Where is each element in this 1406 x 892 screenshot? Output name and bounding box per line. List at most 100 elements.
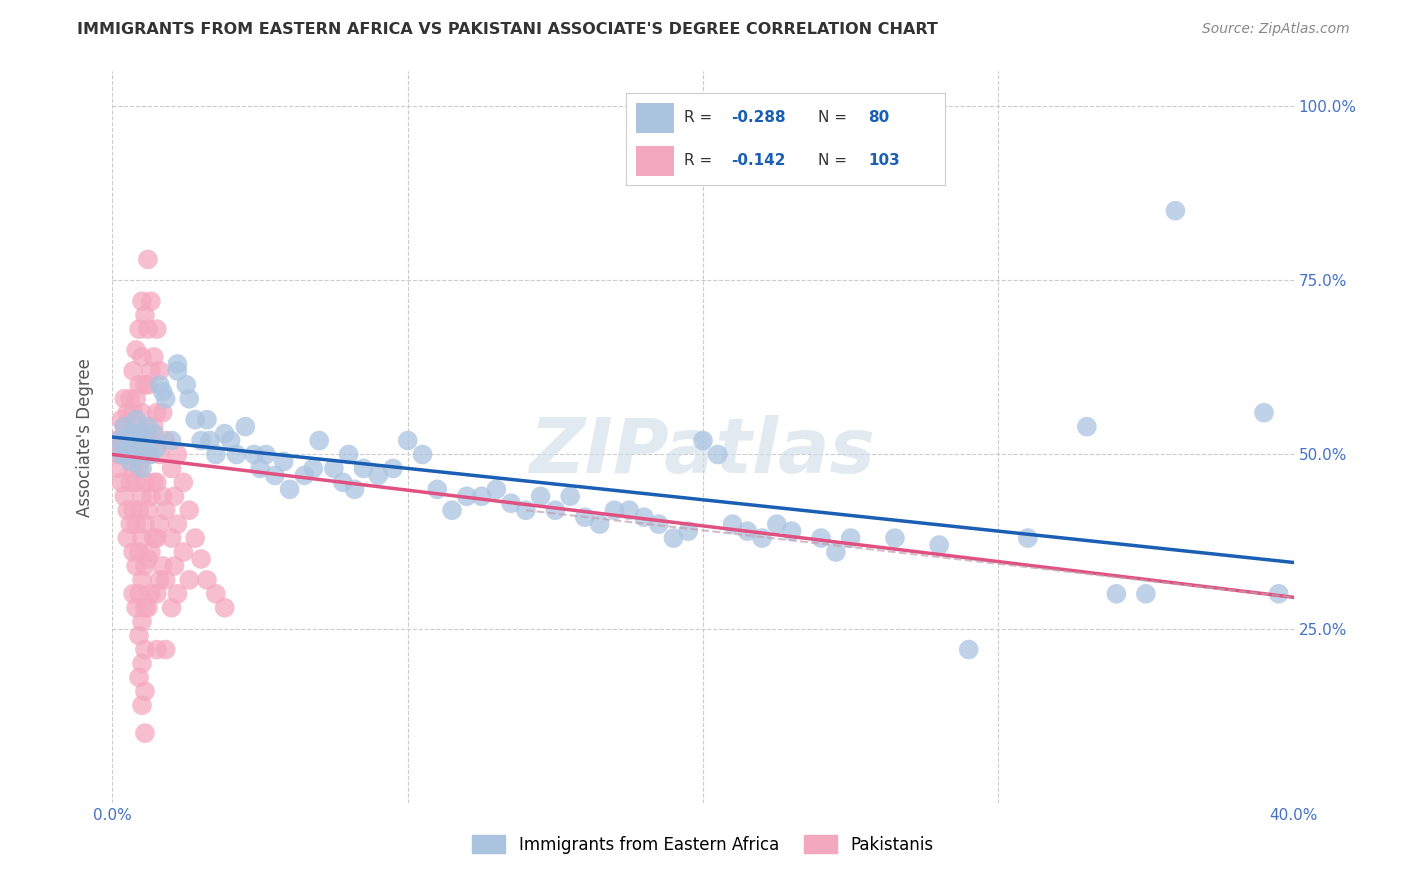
Point [131,489,153,503]
Point [149,573,172,587]
Point [529,489,551,503]
Point [441,503,464,517]
Point [195,573,218,587]
Point [149,448,172,462]
Point [117,503,138,517]
Point [110,475,132,490]
Point [146,475,169,490]
Point [155,573,177,587]
Point [125,392,148,406]
Point [120,454,142,468]
Point [155,642,177,657]
Point [884,531,907,545]
Point [1105,587,1128,601]
Point [957,642,980,657]
Point [139,545,162,559]
Text: ZIPatlas: ZIPatlas [530,415,876,489]
Point [146,587,169,601]
Point [332,475,354,490]
Y-axis label: Associate's Degree: Associate's Degree [76,358,94,516]
Point [131,448,153,462]
Point [1253,406,1275,420]
Point [456,489,478,503]
Point [142,426,165,441]
Point [574,510,596,524]
Point [515,503,537,517]
Point [125,448,148,462]
Point [142,419,165,434]
Point [107,448,129,462]
Point [163,489,186,503]
Point [110,434,132,448]
Point [662,531,685,545]
Legend: Immigrants from Eastern Africa, Pakistanis: Immigrants from Eastern Africa, Pakistan… [465,829,941,860]
Point [128,587,150,601]
Point [485,483,508,497]
Point [214,600,236,615]
Point [128,545,150,559]
Point [128,419,150,434]
Point [136,552,159,566]
Point [647,517,671,532]
Point [254,448,277,462]
Point [134,684,156,698]
Point [243,448,266,462]
Point [134,517,156,532]
Point [139,294,162,309]
Point [142,350,165,364]
Point [120,426,142,441]
Point [146,441,169,455]
Point [134,600,156,615]
Point [122,587,145,601]
Point [131,406,153,420]
Point [146,531,169,545]
Point [146,642,169,657]
Point [139,448,162,462]
Point [146,322,169,336]
Point [104,434,127,448]
Point [128,322,150,336]
Point [737,524,759,538]
Point [122,434,145,448]
Point [382,461,405,475]
Point [751,531,773,545]
Point [131,657,153,671]
Point [122,364,145,378]
Point [166,587,188,601]
Point [136,503,159,517]
Point [810,531,832,545]
Point [125,558,148,573]
Point [112,419,135,434]
Point [131,461,153,475]
Point [136,419,159,434]
Point [190,434,212,448]
Point [337,448,360,462]
Point [122,545,145,559]
Point [128,629,150,643]
Point [131,615,153,629]
Point [120,475,142,490]
Point [160,434,183,448]
Point [343,483,366,497]
Point [128,377,150,392]
Point [172,475,194,490]
Point [160,531,183,545]
Point [179,573,201,587]
Point [122,461,145,475]
Point [184,531,207,545]
Point [131,698,153,713]
Point [125,412,148,426]
Point [323,461,346,475]
Point [558,489,582,503]
Point [107,461,129,475]
Point [122,503,145,517]
Point [152,489,174,503]
Point [136,322,159,336]
Point [139,587,162,601]
Point [131,350,153,364]
Point [839,531,862,545]
Point [160,600,183,615]
Point [110,412,132,426]
Point [155,392,177,406]
Point [190,552,212,566]
